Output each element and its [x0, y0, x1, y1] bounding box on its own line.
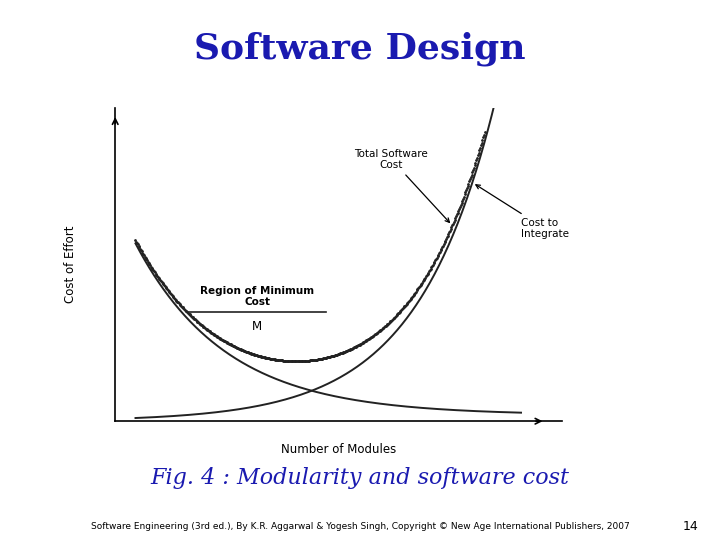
Text: Number of Modules: Number of Modules [281, 443, 396, 456]
Text: Total Software
Cost: Total Software Cost [354, 148, 449, 222]
Text: Region of Minimum
Cost: Region of Minimum Cost [200, 286, 315, 307]
Text: Fig. 4 : Modularity and software cost: Fig. 4 : Modularity and software cost [150, 467, 570, 489]
Text: Software Engineering (3rd ed.), By K.R. Aggarwal & Yogesh Singh, Copyright © New: Software Engineering (3rd ed.), By K.R. … [91, 522, 629, 531]
Text: Software Design: Software Design [194, 31, 526, 66]
Text: Cost of Effort: Cost of Effort [64, 226, 77, 303]
Text: 14: 14 [683, 520, 698, 533]
Text: M: M [252, 320, 262, 333]
Text: Cost to
Integrate: Cost to Integrate [476, 185, 569, 239]
